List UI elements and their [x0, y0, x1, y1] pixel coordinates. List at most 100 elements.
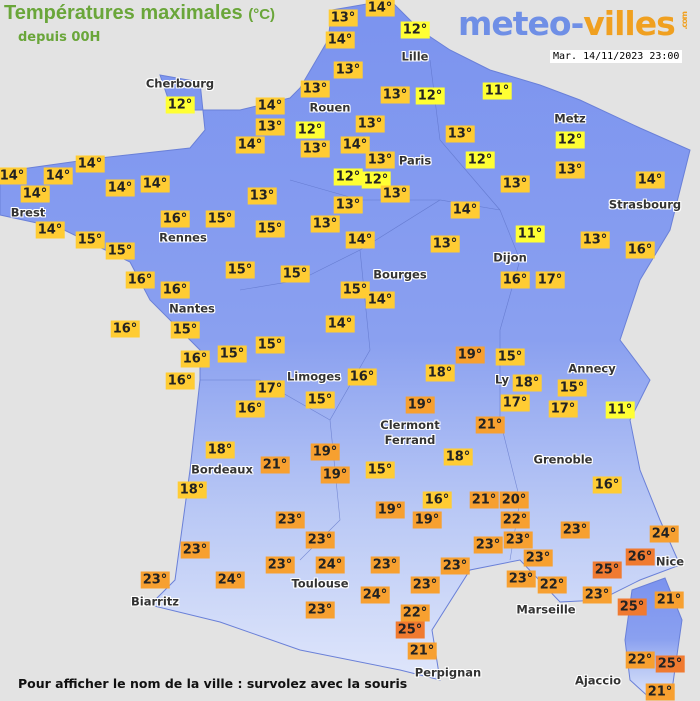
- temperature-label[interactable]: 13°: [445, 125, 475, 143]
- temperature-label[interactable]: 23°: [265, 556, 295, 574]
- temperature-label[interactable]: 22°: [537, 576, 567, 594]
- temperature-label[interactable]: 18°: [205, 441, 235, 459]
- temperature-label[interactable]: 16°: [110, 320, 140, 338]
- temperature-label[interactable]: 12°: [295, 121, 325, 139]
- temperature-label[interactable]: 24°: [215, 571, 245, 589]
- temperature-label[interactable]: 19°: [320, 466, 350, 484]
- temperature-label[interactable]: 16°: [160, 210, 190, 228]
- temperature-label[interactable]: 25°: [395, 621, 425, 639]
- temperature-label[interactable]: 19°: [412, 511, 442, 529]
- temperature-label[interactable]: 15°: [340, 281, 370, 299]
- temperature-label[interactable]: 21°: [645, 683, 675, 701]
- temperature-label[interactable]: 14°: [365, 291, 395, 309]
- temperature-label[interactable]: 14°: [105, 179, 135, 197]
- temperature-label[interactable]: 17°: [255, 380, 285, 398]
- temperature-label[interactable]: 13°: [500, 175, 530, 193]
- temperature-label[interactable]: 12°: [555, 131, 585, 149]
- temperature-label[interactable]: 18°: [512, 374, 542, 392]
- temperature-label[interactable]: 16°: [625, 241, 655, 259]
- temperature-label[interactable]: 13°: [380, 185, 410, 203]
- temperature-label[interactable]: 14°: [365, 0, 395, 17]
- temperature-label[interactable]: 23°: [523, 549, 553, 567]
- temperature-label[interactable]: 18°: [443, 448, 473, 466]
- temperature-label[interactable]: 21°: [260, 456, 290, 474]
- temperature-label[interactable]: 13°: [380, 86, 410, 104]
- temperature-label[interactable]: 23°: [305, 601, 335, 619]
- temperature-label[interactable]: 19°: [455, 346, 485, 364]
- temperature-label[interactable]: 14°: [75, 155, 105, 173]
- temperature-label[interactable]: 22°: [500, 511, 530, 529]
- temperature-label[interactable]: 12°: [415, 87, 445, 105]
- temperature-label[interactable]: 16°: [422, 491, 452, 509]
- temperature-label[interactable]: 23°: [506, 570, 536, 588]
- temperature-label[interactable]: 13°: [580, 231, 610, 249]
- temperature-label[interactable]: 13°: [310, 215, 340, 233]
- temperature-label[interactable]: 16°: [347, 368, 377, 386]
- temperature-label[interactable]: 13°: [555, 161, 585, 179]
- temperature-label[interactable]: 23°: [503, 531, 533, 549]
- temperature-label[interactable]: 23°: [140, 571, 170, 589]
- temperature-label[interactable]: 12°: [333, 168, 363, 186]
- temperature-label[interactable]: 14°: [35, 221, 65, 239]
- temperature-label[interactable]: 23°: [582, 586, 612, 604]
- temperature-label[interactable]: 14°: [325, 31, 355, 49]
- temperature-label[interactable]: 15°: [225, 261, 255, 279]
- temperature-label[interactable]: 23°: [370, 556, 400, 574]
- temperature-label[interactable]: 14°: [0, 167, 27, 185]
- temperature-label[interactable]: 14°: [325, 315, 355, 333]
- temperature-label[interactable]: 16°: [165, 372, 195, 390]
- temperature-label[interactable]: 23°: [305, 531, 335, 549]
- temperature-label[interactable]: 14°: [235, 136, 265, 154]
- temperature-label[interactable]: 23°: [560, 521, 590, 539]
- temperature-label[interactable]: 24°: [649, 525, 679, 543]
- temperature-label[interactable]: 15°: [255, 220, 285, 238]
- temperature-label[interactable]: 11°: [515, 225, 545, 243]
- temperature-label[interactable]: 17°: [548, 400, 578, 418]
- temperature-label[interactable]: 13°: [333, 196, 363, 214]
- temperature-label[interactable]: 16°: [235, 400, 265, 418]
- temperature-label[interactable]: 26°: [625, 548, 655, 566]
- meteo-villes-logo[interactable]: meteo-villes .com: [458, 4, 689, 43]
- temperature-label[interactable]: 15°: [170, 321, 200, 339]
- temperature-label[interactable]: 16°: [500, 271, 530, 289]
- temperature-label[interactable]: 25°: [655, 655, 685, 673]
- temperature-label[interactable]: 15°: [365, 461, 395, 479]
- temperature-label[interactable]: 12°: [400, 21, 430, 39]
- temperature-label[interactable]: 25°: [592, 561, 622, 579]
- temperature-label[interactable]: 23°: [473, 536, 503, 554]
- temperature-label[interactable]: 13°: [328, 9, 358, 27]
- temperature-label[interactable]: 12°: [465, 151, 495, 169]
- temperature-label[interactable]: 12°: [165, 96, 195, 114]
- temperature-label[interactable]: 19°: [310, 443, 340, 461]
- temperature-label[interactable]: 12°: [361, 171, 391, 189]
- temperature-label[interactable]: 14°: [140, 175, 170, 193]
- temperature-label[interactable]: 13°: [255, 118, 285, 136]
- temperature-label[interactable]: 14°: [340, 136, 370, 154]
- temperature-label[interactable]: 20°: [499, 491, 529, 509]
- temperature-label[interactable]: 21°: [475, 416, 505, 434]
- temperature-label[interactable]: 13°: [333, 61, 363, 79]
- temperature-label[interactable]: 11°: [482, 82, 512, 100]
- temperature-label[interactable]: 13°: [300, 80, 330, 98]
- temperature-label[interactable]: 14°: [635, 171, 665, 189]
- temperature-label[interactable]: 15°: [495, 348, 525, 366]
- temperature-label[interactable]: 15°: [255, 336, 285, 354]
- temperature-label[interactable]: 25°: [617, 598, 647, 616]
- temperature-label[interactable]: 17°: [500, 394, 530, 412]
- temperature-label[interactable]: 13°: [300, 140, 330, 158]
- temperature-label[interactable]: 15°: [280, 265, 310, 283]
- temperature-label[interactable]: 23°: [440, 557, 470, 575]
- temperature-label[interactable]: 23°: [275, 511, 305, 529]
- temperature-label[interactable]: 14°: [450, 201, 480, 219]
- temperature-label[interactable]: 15°: [557, 379, 587, 397]
- temperature-label[interactable]: 23°: [410, 576, 440, 594]
- temperature-label[interactable]: 15°: [105, 242, 135, 260]
- temperature-label[interactable]: 17°: [535, 271, 565, 289]
- temperature-label[interactable]: 16°: [125, 271, 155, 289]
- temperature-label[interactable]: 15°: [75, 231, 105, 249]
- temperature-label[interactable]: 15°: [217, 345, 247, 363]
- temperature-label[interactable]: 18°: [425, 364, 455, 382]
- temperature-label[interactable]: 21°: [469, 491, 499, 509]
- temperature-label[interactable]: 21°: [407, 642, 437, 660]
- temperature-label[interactable]: 11°: [605, 401, 635, 419]
